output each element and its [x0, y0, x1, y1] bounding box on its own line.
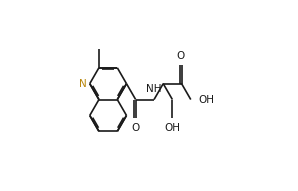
Text: O: O	[131, 123, 140, 133]
Text: O: O	[177, 51, 185, 61]
Text: NH: NH	[146, 84, 162, 94]
Text: OH: OH	[164, 123, 180, 133]
Text: N: N	[79, 79, 87, 89]
Text: OH: OH	[198, 95, 214, 104]
